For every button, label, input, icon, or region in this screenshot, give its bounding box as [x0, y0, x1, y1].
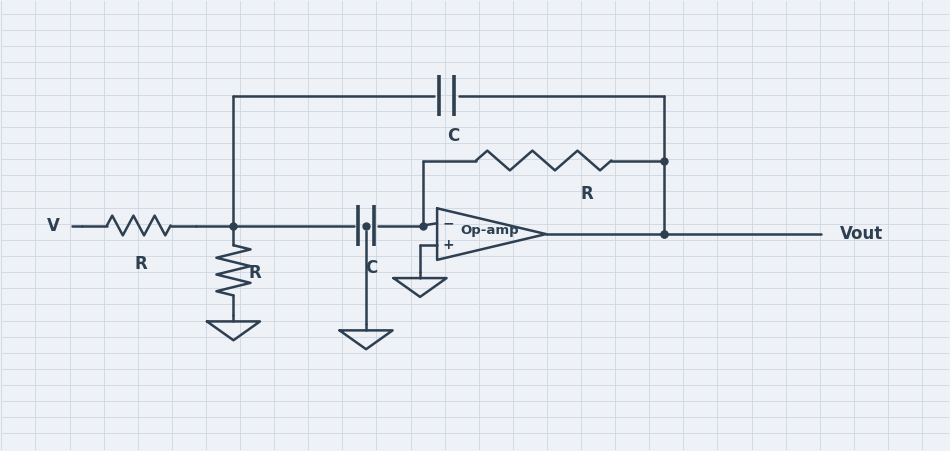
Text: R: R [580, 185, 593, 203]
Text: R: R [134, 255, 147, 272]
Text: C: C [365, 259, 377, 277]
Text: Op-amp: Op-amp [460, 224, 519, 237]
Text: C: C [447, 127, 460, 145]
Text: −: − [443, 216, 454, 230]
Text: Vout: Vout [840, 225, 883, 243]
Text: R: R [249, 263, 261, 281]
Text: V: V [48, 216, 60, 235]
Text: +: + [443, 238, 454, 252]
